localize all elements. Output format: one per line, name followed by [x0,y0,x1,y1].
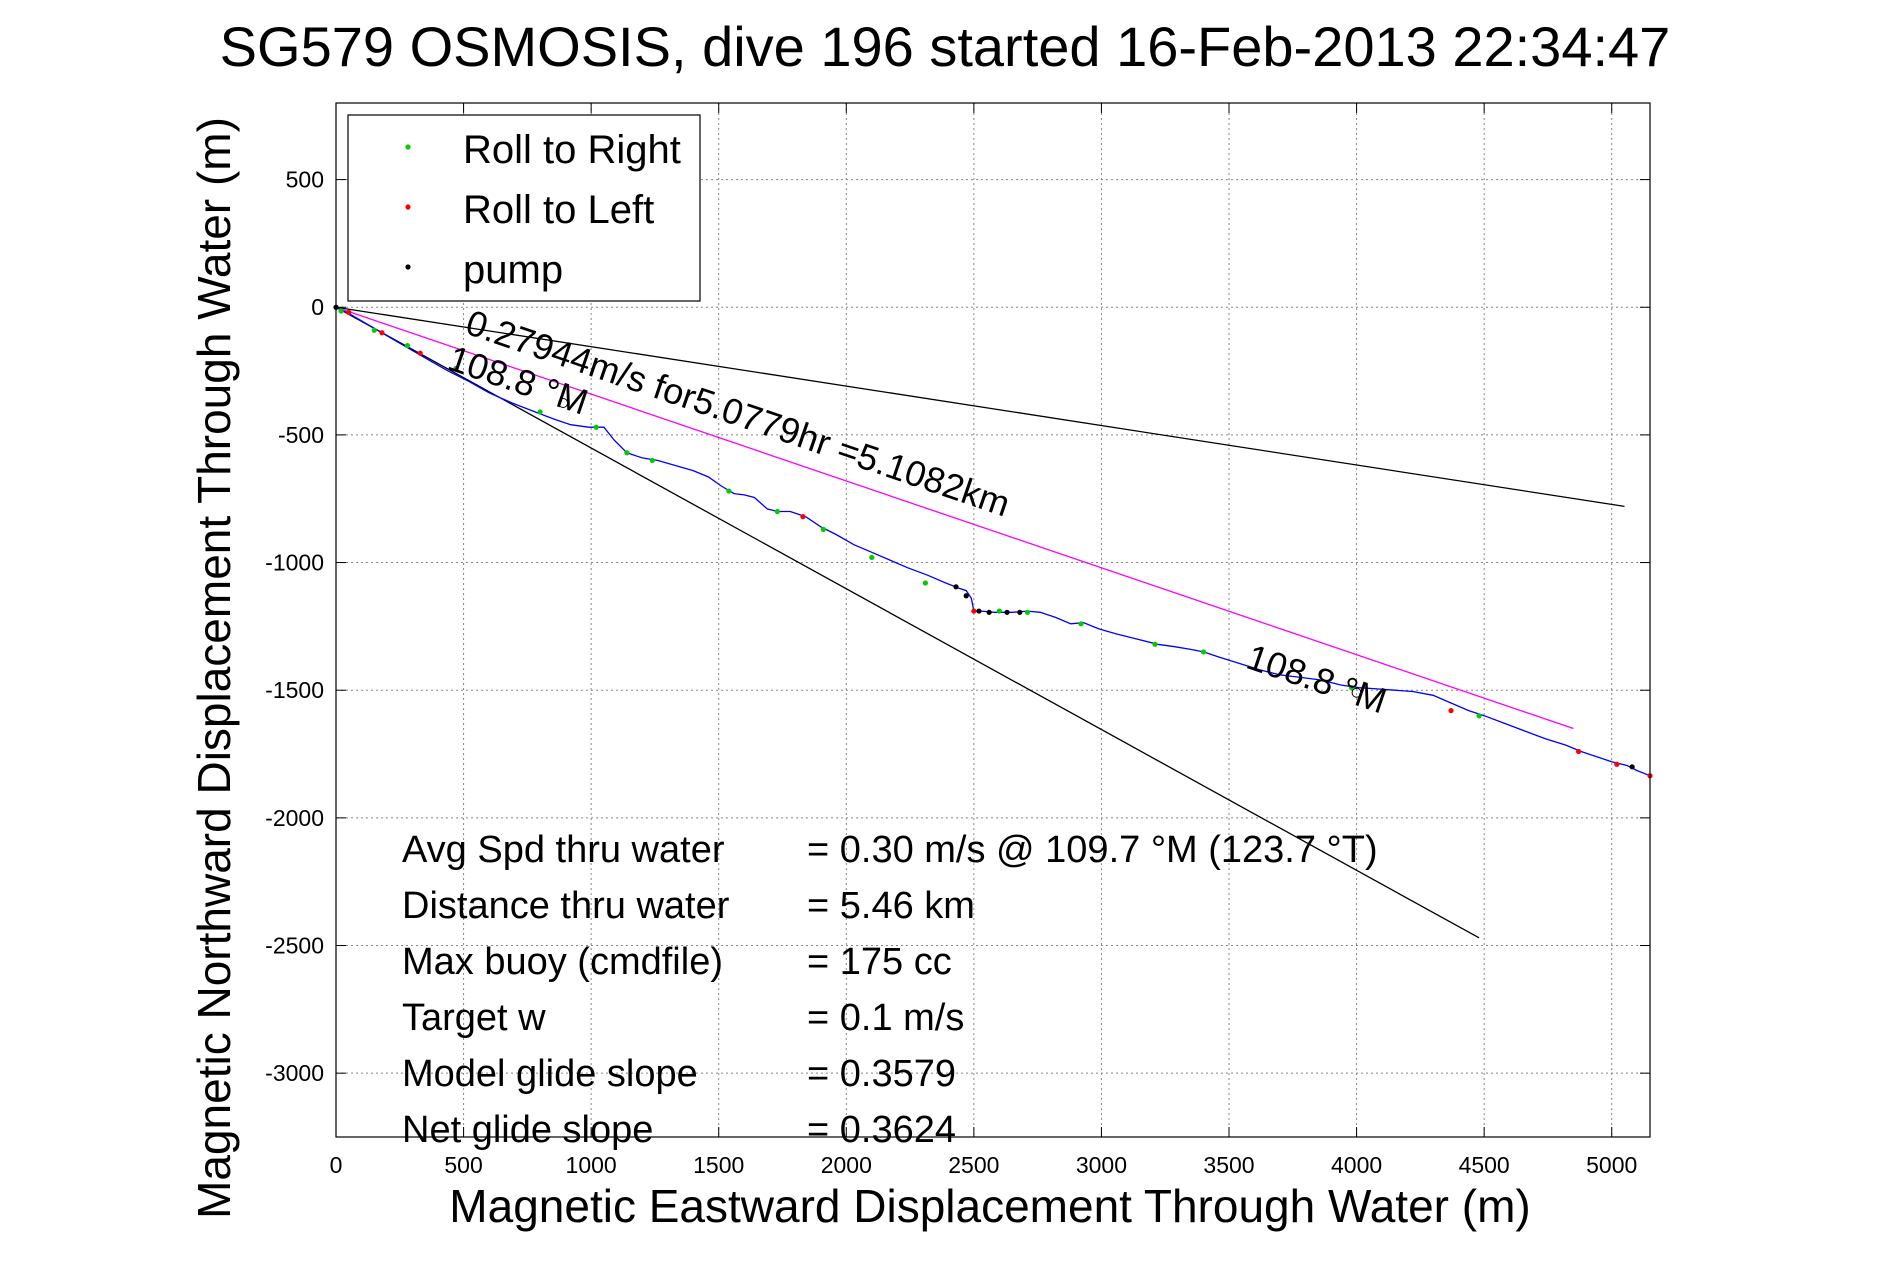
x-tick-label: 2000 [821,1152,872,1178]
heading-marker [558,397,569,408]
legend: Roll to Right Roll to Left pump [347,114,701,302]
y-tick-label: -2500 [265,933,324,959]
pump-point [1004,609,1010,615]
dive-statistics: Avg Spd thru water = 0.30 m/s @ 109.7 °M … [402,829,1378,1151]
roll-right-point [624,450,630,456]
legend-marker [405,264,411,270]
legend-entry-label: Roll to Left [463,188,654,232]
stat-label: Net glide slope [402,1109,653,1151]
stat-label: Distance thru water [402,885,730,927]
roll-left-point [971,608,977,614]
roll-right-point [820,526,826,532]
x-axis-ticks: 0 500 1000 1500 2000 2500 3000 3500 4000 4500 5000 [330,103,1637,1178]
stat-value: = 0.3579 [807,1053,956,1095]
x-tick-label: 4000 [1331,1152,1382,1178]
plot-frame [335,102,1651,1138]
stat-label: Model glide slope [402,1053,698,1095]
heading-marker [1351,687,1362,698]
roll-right-point [922,580,928,586]
roll-right-point [869,554,875,561]
stat-value: = 5.46 km [807,885,975,927]
roll-right-point [1152,641,1158,647]
roll-left-point [379,330,385,336]
y-tick-label: -2000 [265,805,324,831]
y-axis-label: Magnetic Northward Displacement Through … [188,117,240,1219]
roll-right-point [371,327,377,333]
x-tick-label: 3500 [1203,1152,1254,1178]
heading-line-upper [335,306,1625,508]
x-axis-label: Magnetic Eastward Displacement Through W… [449,1180,1530,1232]
legend-marker [405,204,411,210]
track-line [335,306,1651,777]
stat-value: = 0.30 m/s @ 109.7 °M (123.7 °T) [807,829,1378,871]
grid-lines [336,103,1650,1137]
roll-right-point [774,508,781,515]
roll-right-point [1200,649,1207,655]
dive-track [335,306,1651,777]
roll-right-point [996,608,1002,614]
pump-point [976,608,982,614]
x-tick-label: 3000 [1076,1152,1127,1178]
x-tick-label: 1500 [693,1152,744,1178]
pump-point [986,609,992,615]
roll-left-point [346,309,352,315]
roll-left-point [1575,748,1582,755]
legend-entry-label: Roll to Right [463,128,681,172]
y-tick-label: 0 [311,294,324,320]
y-tick-label: -500 [278,422,324,448]
stat-value: = 0.3624 [807,1109,956,1151]
y-axis-ticks: 500 0 -500 -1000 -1500 -2000 -2500 -3000 [265,167,1650,1086]
roll-right-point [453,365,459,372]
y-tick-label: -1000 [265,550,324,576]
y-tick-label: -3000 [265,1060,324,1086]
legend-marker [405,144,411,150]
pump-point [1629,764,1635,770]
roll-left-point [1448,708,1454,714]
roll-right-point [338,308,344,314]
reference-lines [335,306,1625,939]
y-tick-label: 500 [286,167,324,193]
roll-right-point [1476,713,1482,719]
x-tick-label: 500 [444,1152,482,1178]
pump-point [963,593,969,599]
x-tick-label: 0 [330,1152,343,1178]
roll-right-point [537,409,543,415]
x-tick-label: 2500 [948,1152,999,1178]
heading-line-lower [335,306,1480,939]
x-tick-label: 4500 [1459,1152,1510,1178]
stat-label: Max buoy (cmdfile) [402,941,723,983]
pump-point [953,584,959,590]
roll-left-point [1614,761,1620,767]
x-tick-label: 1000 [566,1152,617,1178]
stat-value: = 0.1 m/s [807,997,964,1039]
roll-right-point [1024,609,1031,615]
roll-right-point [1348,685,1355,691]
net-displacement-line [335,306,1574,730]
roll-left-point [417,350,423,356]
roll-right-point [726,488,732,494]
roll-right-point [649,457,655,464]
stat-label: Target w [402,997,546,1039]
stat-value: = 175 cc [807,941,952,983]
stat-label: Avg Spd thru water [402,829,725,871]
y-tick-label: -1500 [265,677,324,703]
roll-right-point [404,342,411,349]
legend-entry-label: pump [463,248,563,292]
roll-left-point [800,514,806,520]
pump-point [1017,609,1023,615]
roll-right-point [593,424,599,430]
x-tick-label: 5000 [1586,1152,1637,1178]
roll-and-pump-markers [333,304,1653,779]
roll-right-point [1078,621,1084,627]
chart-title: SG579 OSMOSIS, dive 196 started 16-Feb-2… [220,15,1671,78]
